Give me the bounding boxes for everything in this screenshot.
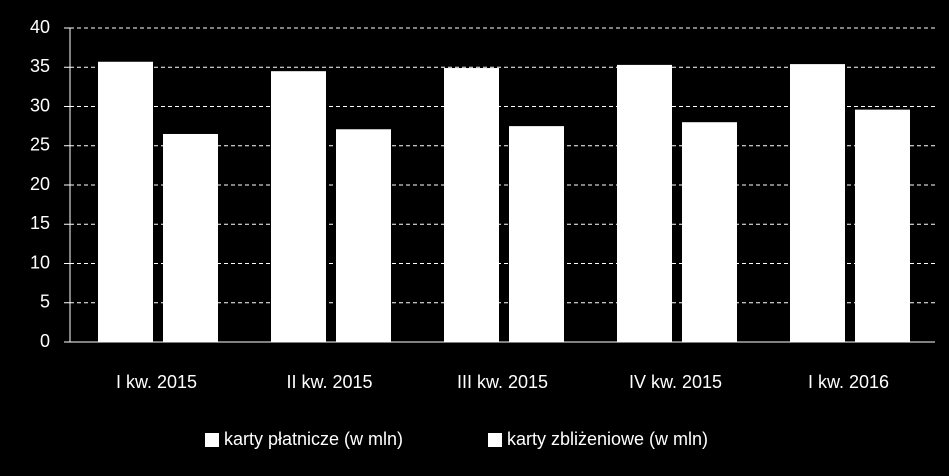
bar	[617, 64, 672, 343]
x-tick-label: II kw. 2015	[286, 372, 372, 392]
y-tick-label: 30	[30, 95, 50, 115]
bar	[163, 133, 218, 342]
x-tick-label: IV kw. 2015	[629, 372, 722, 392]
bar	[98, 61, 153, 342]
bar	[336, 129, 391, 342]
legend-marker	[488, 433, 502, 447]
y-tick-label: 10	[30, 252, 50, 272]
legend-label: karty płatnicze (w mln)	[224, 429, 403, 449]
bar	[444, 68, 499, 342]
x-tick-label: I kw. 2016	[808, 372, 889, 392]
bar	[682, 122, 737, 342]
x-tick-label: III kw. 2015	[457, 372, 548, 392]
x-tick-label: I kw. 2015	[116, 372, 197, 392]
legend-marker	[205, 433, 219, 447]
y-tick-label: 5	[40, 292, 50, 312]
bar	[509, 126, 564, 342]
y-tick-label: 40	[30, 17, 50, 37]
y-tick-label: 25	[30, 135, 50, 155]
y-tick-label: 15	[30, 213, 50, 233]
y-tick-label: 35	[30, 56, 50, 76]
bar	[271, 71, 326, 343]
y-tick-label: 20	[30, 174, 50, 194]
bar	[790, 64, 845, 343]
bar	[855, 109, 910, 342]
legend-label: karty zbliżeniowe (w mln)	[507, 429, 708, 449]
y-tick-label: 0	[40, 331, 50, 351]
